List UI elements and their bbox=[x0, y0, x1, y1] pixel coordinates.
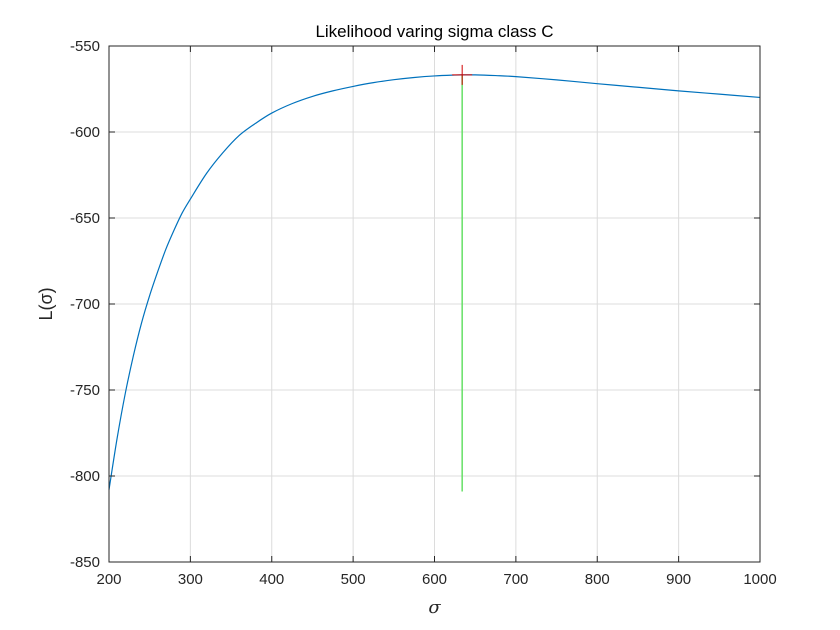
y-tick-label: -550 bbox=[70, 38, 100, 55]
y-tick-label: -850 bbox=[70, 554, 100, 571]
x-tick-label: 500 bbox=[341, 571, 366, 588]
plot-area: 200 300 400 500 600 700 800 900 1000 -550 -600 -650… bbox=[70, 38, 777, 588]
x-tick-label: 900 bbox=[666, 571, 691, 588]
x-tick-label: 800 bbox=[585, 571, 610, 588]
max-marker bbox=[452, 64, 473, 85]
x-tick-label: 700 bbox=[503, 571, 528, 588]
x-tick-label: 1000 bbox=[743, 571, 776, 588]
y-tick-label: -650 bbox=[70, 210, 100, 227]
x-axis-label: σ bbox=[428, 597, 441, 618]
ticks: 200 300 400 500 600 700 800 900 1000 -550 -600 -650… bbox=[70, 38, 777, 588]
x-tick-label: 300 bbox=[178, 571, 203, 588]
y-tick-label: -800 bbox=[70, 468, 100, 485]
x-tick-label: 600 bbox=[422, 571, 447, 588]
y-tick-label: -750 bbox=[70, 382, 100, 399]
y-tick-label: -600 bbox=[70, 124, 100, 141]
y-axis-label: L(σ) bbox=[36, 287, 56, 320]
series-layer bbox=[108, 64, 761, 492]
x-tick-label: 200 bbox=[96, 571, 121, 588]
likelihood-curve bbox=[108, 74, 761, 490]
x-tick-label: 400 bbox=[259, 571, 284, 588]
chart-title: Likelihood varing sigma class C bbox=[315, 22, 553, 41]
y-tick-label: -700 bbox=[70, 296, 100, 313]
